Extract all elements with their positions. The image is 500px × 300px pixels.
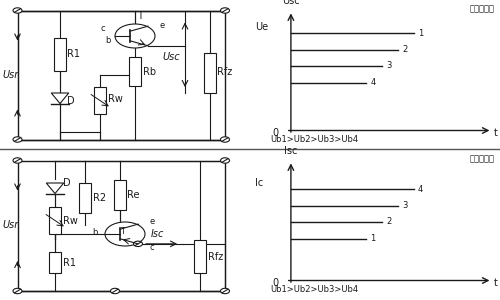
Text: 0: 0 [272,278,278,289]
Text: 2: 2 [402,45,407,54]
Circle shape [13,288,22,294]
Text: e: e [150,218,155,226]
Text: t: t [494,128,498,139]
Text: Usc: Usc [282,0,300,6]
Text: Rb: Rb [142,67,156,77]
Text: Usc: Usc [162,52,180,62]
Text: c: c [100,24,105,33]
Text: D: D [68,95,75,106]
Circle shape [220,158,230,163]
Text: Rw: Rw [108,94,122,104]
Text: Ue: Ue [255,22,268,32]
Polygon shape [52,93,68,104]
Bar [54,38,66,70]
Circle shape [13,8,22,13]
Bar [194,240,206,273]
Polygon shape [46,183,64,194]
Text: Ub1>Ub2>Ub3>Ub4: Ub1>Ub2>Ub3>Ub4 [270,285,358,294]
Text: 受控电流源: 受控电流源 [470,154,495,164]
Bar [49,252,61,273]
Text: T: T [137,11,143,21]
Text: T: T [120,226,125,236]
Text: Re: Re [128,190,140,200]
Text: D: D [62,178,70,188]
Text: 受控电压源: 受控电压源 [470,4,495,14]
Circle shape [13,137,22,142]
Text: 1: 1 [370,234,376,243]
Text: 4: 4 [370,78,376,87]
Text: Rfz: Rfz [208,251,223,262]
Text: c: c [150,243,154,252]
Circle shape [220,8,230,13]
Text: Usr: Usr [2,220,19,230]
Text: R1: R1 [68,49,80,59]
Text: Rw: Rw [62,215,78,226]
Bar [204,52,216,93]
Text: Rfz: Rfz [218,67,233,77]
Text: Isc: Isc [284,146,298,156]
Text: Ub1>Ub2>Ub3>Ub4: Ub1>Ub2>Ub3>Ub4 [270,135,358,144]
Bar [114,180,126,210]
Bar [94,87,106,114]
Circle shape [220,288,230,294]
Text: b: b [105,36,110,45]
Text: R2: R2 [92,193,106,203]
Circle shape [105,222,145,246]
Bar [129,57,141,86]
Text: Usr: Usr [2,70,19,80]
Text: Ic: Ic [255,178,264,188]
Text: Isc: Isc [151,229,164,239]
Text: e: e [160,21,165,30]
Circle shape [13,158,22,163]
Text: 0: 0 [272,128,278,139]
Bar [49,207,61,234]
Text: 2: 2 [386,218,392,226]
Text: 1: 1 [418,28,424,38]
Text: t: t [494,278,498,289]
Circle shape [110,288,120,294]
Text: 3: 3 [386,61,392,70]
Text: b: b [92,228,98,237]
Text: 4: 4 [418,184,424,194]
Bar [79,183,91,213]
Circle shape [115,24,155,48]
Circle shape [220,137,230,142]
Text: 3: 3 [402,201,407,210]
Text: R1: R1 [62,257,76,268]
Circle shape [134,241,142,247]
